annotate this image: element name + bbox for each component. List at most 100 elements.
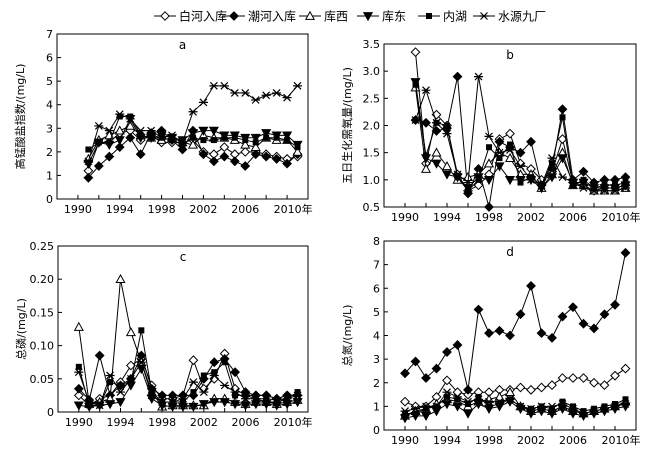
- data-point: [104, 126, 114, 135]
- x-tick-label: 1994: [433, 434, 461, 447]
- data-point: [125, 120, 136, 130]
- data-point: [219, 81, 229, 90]
- legend-item: 库东: [357, 9, 406, 24]
- data-point: [74, 368, 84, 377]
- x-tick-label: 1990: [64, 203, 92, 216]
- y-tick-label: 1: [46, 169, 53, 182]
- data-point: [444, 122, 450, 129]
- data-point: [515, 147, 526, 158]
- data-point: [411, 116, 420, 124]
- data-point: [504, 386, 516, 397]
- data-point: [219, 142, 230, 153]
- data-point: [484, 202, 494, 212]
- chart-panel-c: 0 0.05 0.10 0.15 0.20 0.25 1990 1994 1998 2002 200…: [14, 240, 313, 429]
- data-point: [107, 379, 114, 386]
- legend-item: 库西: [299, 9, 348, 24]
- legend-marker-icon: [229, 11, 239, 21]
- data-point: [251, 394, 261, 403]
- y-tick-label: 5: [373, 306, 380, 319]
- data-point: [219, 151, 230, 162]
- legend-marker-icon: [304, 10, 316, 20]
- legend-label: 水源九厂: [498, 10, 546, 24]
- series-line: [404, 401, 626, 419]
- data-point: [198, 149, 209, 160]
- data-point: [591, 405, 597, 412]
- data-point: [537, 402, 546, 411]
- y-tick-label: 1.0: [363, 174, 381, 187]
- legend: 白河入库 潮河入库 库西 库东 内湖 水源九厂: [154, 9, 546, 24]
- series-5: [412, 81, 629, 194]
- data-point: [473, 304, 484, 315]
- y-tick-label: 0.15: [30, 306, 55, 319]
- data-point: [526, 175, 536, 184]
- data-point: [474, 395, 483, 404]
- data-point: [190, 389, 197, 396]
- data-point: [620, 363, 631, 374]
- data-point: [504, 175, 516, 186]
- data-point: [557, 311, 568, 322]
- data-point: [282, 394, 292, 403]
- data-point: [126, 374, 136, 383]
- data-point: [536, 328, 547, 339]
- data-point: [261, 129, 272, 139]
- x-tick-label: 2010年: [602, 433, 641, 447]
- data-point: [127, 113, 134, 120]
- data-point: [400, 407, 410, 416]
- data-point: [589, 323, 599, 334]
- data-point: [271, 154, 282, 164]
- data-point: [601, 403, 608, 410]
- series-6: [400, 388, 630, 418]
- data-point: [240, 139, 251, 149]
- data-point: [517, 179, 524, 186]
- plot-frame: [56, 33, 309, 200]
- data-point: [432, 402, 441, 411]
- data-point: [528, 174, 534, 181]
- data-point: [483, 175, 495, 186]
- data-point: [486, 144, 492, 151]
- data-point: [420, 163, 432, 173]
- data-point: [137, 132, 144, 139]
- data-point: [504, 152, 516, 162]
- data-point: [558, 400, 567, 408]
- data-point: [272, 89, 282, 97]
- data-point: [198, 126, 209, 136]
- y-tick-label: 6: [46, 52, 53, 65]
- data-point: [178, 394, 188, 403]
- data-point: [179, 141, 186, 148]
- data-point: [83, 172, 94, 183]
- x-tick-label: 1990: [65, 416, 93, 429]
- data-point: [125, 132, 136, 143]
- data-point: [621, 184, 630, 192]
- data-point: [463, 397, 473, 406]
- data-point: [454, 174, 461, 181]
- data-point: [453, 170, 462, 179]
- data-point: [515, 382, 526, 393]
- data-point: [282, 131, 293, 141]
- data-point: [252, 139, 259, 146]
- x-tick-label: 1998: [475, 434, 503, 447]
- data-point: [411, 404, 420, 413]
- data-point: [570, 403, 576, 410]
- data-point: [250, 149, 261, 160]
- data-point: [232, 392, 239, 399]
- data-point: [115, 273, 126, 284]
- data-point: [483, 158, 495, 168]
- y-tick-label: 3.0: [363, 65, 381, 78]
- series-6: [74, 358, 303, 410]
- data-point: [209, 398, 220, 408]
- data-point: [240, 401, 251, 411]
- data-point: [106, 139, 113, 146]
- data-point: [557, 104, 568, 115]
- data-point: [441, 170, 453, 180]
- data-point: [220, 381, 230, 390]
- data-point: [547, 332, 557, 343]
- data-point: [229, 156, 240, 167]
- data-point: [402, 410, 408, 417]
- data-point: [94, 350, 105, 361]
- data-point: [546, 173, 558, 183]
- data-point: [84, 398, 94, 406]
- data-point: [421, 373, 431, 383]
- data-point: [294, 144, 301, 151]
- series-line: [78, 367, 298, 408]
- data-point: [240, 146, 251, 157]
